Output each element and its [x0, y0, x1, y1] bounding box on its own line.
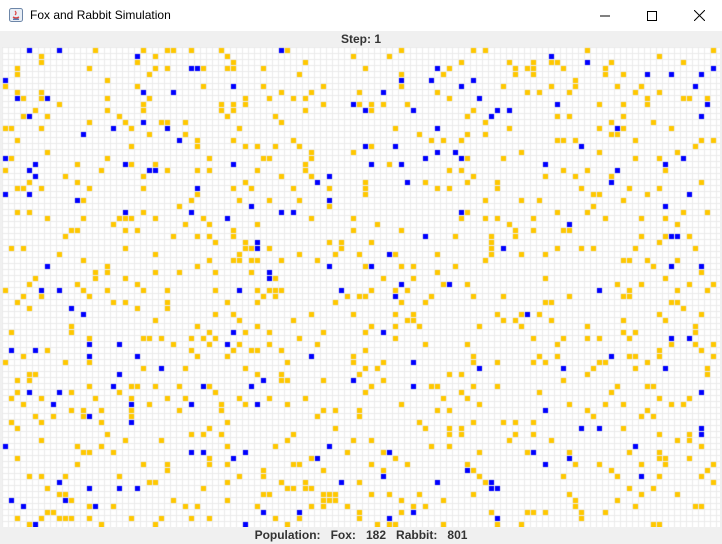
- close-icon: [693, 10, 705, 21]
- minimize-icon: [600, 15, 610, 16]
- fox-label: Fox:: [330, 528, 356, 542]
- maximize-icon: [647, 10, 657, 21]
- window-title: Fox and Rabbit Simulation: [30, 8, 171, 22]
- rabbit-count: 801: [447, 528, 468, 542]
- step-label: Step: 1: [340, 32, 381, 46]
- simulation-field: [2, 47, 720, 527]
- minimize-button[interactable]: [582, 0, 628, 31]
- title-bar: Fox and Rabbit Simulation: [0, 0, 722, 31]
- maximize-button[interactable]: [629, 0, 675, 31]
- population-status: Population: Fox: 182 Rabbit: 801: [0, 527, 722, 544]
- close-button[interactable]: [676, 0, 722, 31]
- population-prefix: Population:: [254, 528, 321, 542]
- rabbit-label: Rabbit:: [396, 528, 438, 542]
- java-app-icon: [9, 8, 23, 22]
- fox-count: 182: [365, 528, 386, 542]
